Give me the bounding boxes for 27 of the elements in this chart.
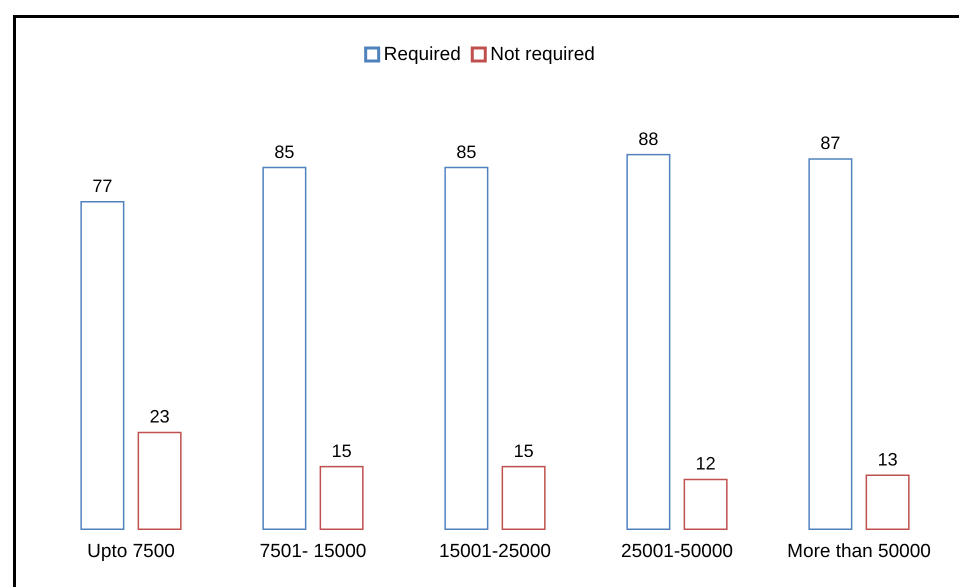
x-tick-label: 25001-50000	[621, 541, 733, 562]
bar	[626, 154, 670, 530]
bar	[320, 466, 364, 530]
data-label: 85	[274, 142, 294, 162]
bar	[684, 478, 728, 530]
data-label: 77	[92, 176, 112, 196]
bar	[262, 166, 306, 530]
bar	[866, 474, 910, 530]
data-label: 15	[332, 440, 352, 461]
data-label: 23	[150, 406, 170, 427]
x-tick-label: Upto 7500	[87, 541, 175, 562]
bar	[138, 432, 182, 530]
data-label: 85	[456, 142, 476, 162]
legend-label: Required	[384, 44, 461, 65]
x-tick-label: 15001-25000	[439, 541, 551, 562]
data-label: 15	[514, 440, 534, 461]
x-tick-label: 7501- 15000	[260, 541, 366, 562]
data-label: 87	[820, 133, 840, 154]
legend-label: Not required	[490, 44, 595, 65]
data-label: 12	[696, 454, 716, 474]
x-tick-label: More than 50000	[787, 541, 931, 562]
bar	[808, 158, 852, 530]
data-label: 88	[638, 128, 658, 149]
bar	[444, 166, 488, 530]
data-label: 13	[878, 449, 898, 470]
bar	[502, 466, 546, 530]
bar	[80, 200, 124, 530]
